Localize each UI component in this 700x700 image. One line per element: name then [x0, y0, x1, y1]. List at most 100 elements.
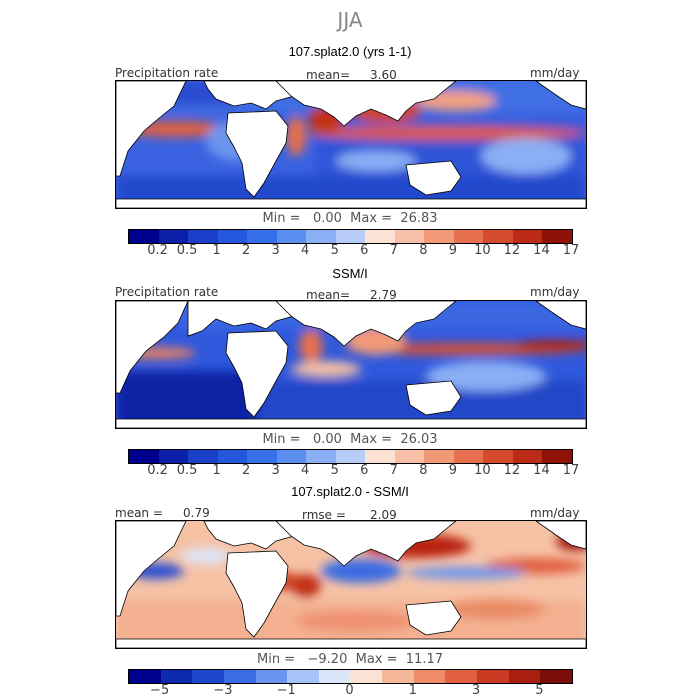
colorbar-tick-label: 2 [241, 243, 251, 258]
colorbar-tick-label: 5 [330, 243, 339, 258]
colorbar-cell [217, 450, 248, 463]
colorbar-tick-label: 9 [448, 243, 457, 258]
colorbar-cell [512, 230, 543, 243]
panel-3-stat-label: rmse = [302, 508, 346, 522]
colorbar-cell [445, 670, 478, 683]
panel-1-map [115, 80, 587, 209]
panel-1-max-value: 26.83 [400, 211, 438, 226]
panel-2-stat-value: 2.79 [370, 288, 397, 302]
colorbar-cell [223, 670, 256, 683]
panel-3-min-value: −9.20 [307, 652, 348, 667]
panel-1-min-value: 0.00 [312, 211, 342, 226]
colorbar-cell [129, 450, 159, 463]
colorbar-cell [217, 230, 248, 243]
colorbar-cell [542, 230, 572, 243]
colorbar-cell [129, 230, 159, 243]
colorbar-cell [158, 450, 189, 463]
colorbar-cell [247, 230, 277, 243]
colorbar-cell [255, 670, 288, 683]
panel-2-min-label: Min = [262, 432, 301, 447]
colorbar-tick-label: 8 [419, 463, 428, 478]
colorbar-cell [350, 670, 383, 683]
panel-2-max-label: Max = [350, 432, 393, 447]
colorbar-tick-label: 1 [408, 683, 417, 698]
colorbar-tick-label: 4 [301, 463, 310, 478]
colorbar-cell [192, 670, 224, 683]
colorbar-tick-label: 17 [562, 243, 580, 258]
panel-2-colorbar [128, 449, 573, 464]
colorbar-tick-label: 7 [389, 463, 398, 478]
colorbar-cell [512, 450, 543, 463]
panel-2-units: mm/day [530, 285, 580, 299]
colorbar-tick-label: −3 [213, 683, 233, 698]
panel-3-min-label: Min = [257, 652, 296, 667]
colorbar-tick-label: 1 [212, 243, 221, 258]
panel-2-max-value: 26.03 [400, 432, 438, 447]
colorbar-cell [424, 450, 454, 463]
colorbar-cell [306, 450, 336, 463]
colorbar-cell [188, 230, 218, 243]
colorbar-cell [394, 230, 425, 243]
colorbar-cell [508, 670, 541, 683]
figure-title: JJA [337, 8, 363, 32]
colorbar-tick-label: 3 [271, 243, 280, 258]
panel-2-left-label: Precipitation rate [115, 285, 219, 299]
colorbar-tick-label: 14 [533, 243, 550, 258]
panel-3-units: mm/day [530, 506, 580, 520]
colorbar-tick-label: 3 [271, 463, 280, 478]
colorbar-tick-label: 6 [360, 463, 369, 478]
panel-3-left-label: mean = [115, 506, 163, 520]
colorbar-tick-label: 7 [389, 243, 398, 258]
panel-3-stat-value: 2.09 [370, 508, 397, 522]
panel-1-colorbar [128, 229, 573, 244]
colorbar-cell [160, 670, 193, 683]
colorbar-tick-label: 4 [301, 243, 310, 258]
panel-1-units: mm/day [530, 66, 580, 80]
colorbar-tick-label: 0.2 [147, 243, 168, 258]
colorbar-tick-label: 5 [535, 683, 544, 698]
panel-2-min-value: 0.00 [312, 432, 342, 447]
panel-3-title: 107.splat2.0 - SSM/I [291, 484, 409, 499]
colorbar-cell [287, 670, 319, 683]
colorbar-tick-label: 0 [345, 683, 354, 698]
colorbar-cell [158, 230, 189, 243]
colorbar-cell [365, 450, 395, 463]
colorbar-tick-label: −1 [276, 683, 296, 698]
panel-1-title: 107.splat2.0 (yrs 1-1) [288, 44, 412, 59]
colorbar-tick-label: 3 [471, 683, 481, 698]
colorbar-tick-label: 0.5 [176, 463, 198, 478]
colorbar-tick-label: 14 [533, 463, 550, 478]
colorbar-tick-label: 5 [330, 463, 339, 478]
colorbar-cell [129, 670, 161, 683]
colorbar-cell [247, 450, 277, 463]
panel-3-max-label: Max = [355, 652, 398, 667]
panel-3-field [116, 521, 586, 648]
colorbar-cell [453, 230, 484, 243]
colorbar-tick-label: 0.2 [147, 463, 168, 478]
panel-1-left-label: Precipitation rate [115, 66, 219, 80]
colorbar-tick-label: 0.5 [176, 243, 198, 258]
colorbar-cell [424, 230, 454, 243]
colorbar-cell [365, 230, 395, 243]
colorbar-cell [276, 450, 307, 463]
panel-2-field [116, 301, 586, 428]
colorbar-tick-label: 10 [474, 243, 491, 258]
panel-1-stat-label: mean= [306, 68, 351, 82]
colorbar-tick-label: 9 [448, 463, 457, 478]
colorbar-tick-label: 10 [474, 463, 491, 478]
colorbar-cell [188, 450, 218, 463]
colorbar-cell [306, 230, 336, 243]
panel-3-left-value: 0.79 [183, 506, 210, 520]
panel-1-min-label: Min = [262, 211, 301, 226]
colorbar-tick-label: 6 [360, 243, 369, 258]
colorbar-cell [413, 670, 446, 683]
colorbar-tick-label: 17 [562, 463, 580, 478]
colorbar-tick-label: 12 [503, 463, 521, 478]
colorbar-tick-label: −5 [150, 683, 170, 698]
panel-1-stat-value: 3.60 [370, 68, 397, 82]
panel-1-minmax: Min = 0.00 Max = 26.83 [0, 211, 700, 226]
panel-3-max-value: 11.17 [405, 652, 443, 667]
colorbar-cell [483, 230, 513, 243]
panel-3-map [115, 520, 587, 649]
colorbar-tick-label: 2 [241, 463, 251, 478]
